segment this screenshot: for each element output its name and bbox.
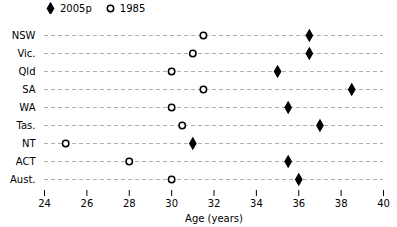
svg-text:WA: WA bbox=[19, 102, 35, 113]
svg-text:NT: NT bbox=[22, 138, 36, 149]
svg-text:26: 26 bbox=[81, 198, 94, 209]
svg-text:38: 38 bbox=[335, 198, 348, 209]
svg-text:28: 28 bbox=[123, 198, 136, 209]
svg-text:30: 30 bbox=[165, 198, 178, 209]
svg-text:SA: SA bbox=[22, 84, 36, 95]
svg-text:24: 24 bbox=[38, 198, 51, 209]
html-text:2005p: 2005p bbox=[60, 2, 92, 14]
svg-text:Tas.: Tas. bbox=[16, 120, 36, 131]
svg-text:36: 36 bbox=[292, 198, 305, 209]
svg-text:NSW: NSW bbox=[12, 30, 36, 41]
svg-text:32: 32 bbox=[208, 198, 221, 209]
svg-text:ACT: ACT bbox=[16, 156, 37, 167]
svg-text:34: 34 bbox=[250, 198, 263, 209]
svg-text:Vic.: Vic. bbox=[17, 48, 35, 59]
svg-text:Aust.: Aust. bbox=[10, 174, 36, 185]
svg-text:Qld: Qld bbox=[19, 66, 36, 77]
html-text:1985: 1985 bbox=[119, 2, 146, 14]
svg-text:40: 40 bbox=[377, 198, 390, 209]
svg-text:Age (years): Age (years) bbox=[185, 213, 243, 224]
